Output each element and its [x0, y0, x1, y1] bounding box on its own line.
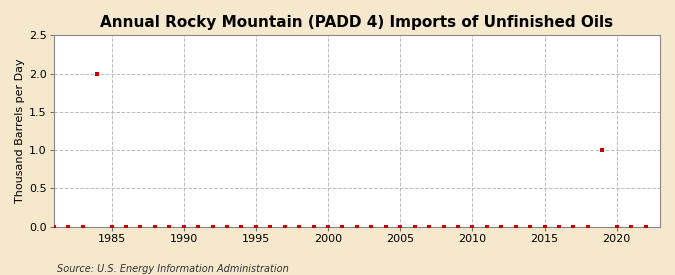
Point: [510, 224, 521, 229]
Point: [438, 224, 449, 229]
Point: [92, 72, 103, 76]
Title: Annual Rocky Mountain (PADD 4) Imports of Unfinished Oils: Annual Rocky Mountain (PADD 4) Imports o…: [101, 15, 614, 30]
Point: [424, 224, 435, 229]
Point: [323, 224, 333, 229]
Point: [366, 224, 377, 229]
Point: [626, 224, 637, 229]
Point: [352, 224, 362, 229]
Point: [121, 224, 132, 229]
Point: [265, 224, 276, 229]
Point: [381, 224, 392, 229]
Point: [640, 224, 651, 229]
Point: [583, 224, 593, 229]
Point: [279, 224, 290, 229]
Point: [612, 224, 622, 229]
Point: [106, 224, 117, 229]
Point: [164, 224, 175, 229]
Point: [207, 224, 218, 229]
Point: [496, 224, 507, 229]
Point: [135, 224, 146, 229]
Point: [337, 224, 348, 229]
Point: [452, 224, 463, 229]
Point: [409, 224, 420, 229]
Point: [78, 224, 88, 229]
Point: [524, 224, 535, 229]
Point: [568, 224, 578, 229]
Point: [221, 224, 232, 229]
Point: [481, 224, 492, 229]
Point: [250, 224, 261, 229]
Y-axis label: Thousand Barrels per Day: Thousand Barrels per Day: [15, 59, 25, 203]
Point: [294, 224, 304, 229]
Point: [597, 148, 608, 152]
Point: [395, 224, 406, 229]
Point: [178, 224, 189, 229]
Point: [554, 224, 564, 229]
Point: [308, 224, 319, 229]
Point: [63, 224, 74, 229]
Text: Source: U.S. Energy Information Administration: Source: U.S. Energy Information Administ…: [57, 264, 289, 274]
Point: [193, 224, 204, 229]
Point: [236, 224, 247, 229]
Point: [49, 224, 59, 229]
Point: [149, 224, 160, 229]
Point: [467, 224, 478, 229]
Point: [539, 224, 550, 229]
